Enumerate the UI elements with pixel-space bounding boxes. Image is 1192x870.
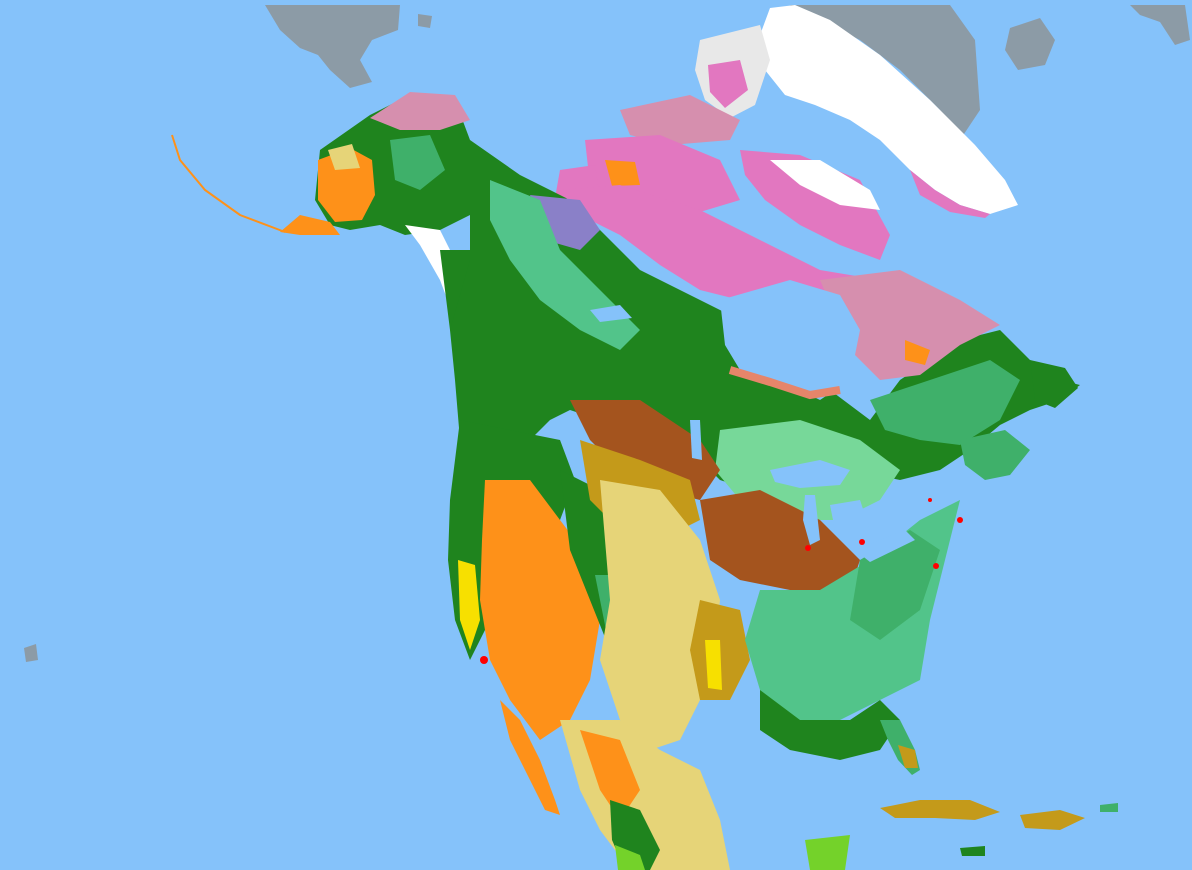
- lake-superior: [770, 460, 850, 488]
- hudson-bay-rim: [728, 366, 841, 400]
- puerto-rico: [1100, 803, 1118, 812]
- canada-tundra-pink-east: [820, 270, 1000, 380]
- no-data-siberia: [265, 5, 400, 88]
- lake-winnipeg: [690, 420, 702, 460]
- greenland-ice-sheet: [760, 5, 1018, 214]
- yucatan: [805, 835, 850, 870]
- florida-wetland: [898, 745, 918, 768]
- greenland-coast-margin: [910, 170, 990, 218]
- great-plains-grass: [600, 480, 720, 750]
- no-data-svalbard: [1130, 5, 1190, 45]
- arctic-island-victoria-shrub: [605, 160, 640, 186]
- no-data-siberia-islet: [418, 14, 432, 28]
- alaska-peninsula: [280, 215, 340, 235]
- jamaica: [960, 846, 985, 856]
- mexico-shrub: [580, 730, 640, 820]
- newfoundland: [1030, 360, 1078, 408]
- alaska-tundra-north: [370, 92, 470, 130]
- southeast-forest: [760, 690, 900, 760]
- canada-mixed-east: [870, 360, 1020, 445]
- great-slave-lake: [590, 305, 632, 322]
- urban-montreal: [928, 498, 932, 502]
- urban-chicago: [805, 545, 811, 551]
- no-data-greenland-east: [790, 5, 980, 140]
- texas-yellow: [705, 640, 722, 690]
- canada-transition-green: [490, 180, 640, 350]
- hudson-bay: [720, 280, 860, 400]
- alaska-mixed: [390, 135, 445, 190]
- urban-los-angeles: [480, 656, 488, 664]
- canada-shrub-lake-rim: [905, 340, 930, 365]
- urban-new-york: [933, 563, 939, 569]
- no-data-hawaii: [24, 644, 38, 662]
- arctic-island-ellesmere-tundra: [708, 60, 748, 108]
- baja-shrub: [500, 700, 560, 815]
- cuba: [880, 800, 1000, 820]
- urban-toronto: [859, 539, 865, 545]
- maritimes: [960, 430, 1030, 480]
- alaska-grass-west: [328, 144, 360, 170]
- california-grass: [458, 560, 480, 650]
- northern-plains-cropland: [570, 400, 720, 500]
- arctic-island-devon: [620, 95, 740, 145]
- hispaniola: [1020, 810, 1085, 830]
- urban-boston: [957, 517, 963, 523]
- tropical-south: [615, 845, 645, 870]
- alaska-shrub-west: [318, 148, 375, 222]
- arctic-island-baffin-ice: [770, 160, 880, 210]
- lake-michigan: [803, 495, 820, 545]
- arctic-island-baffin: [740, 150, 890, 260]
- no-data-iceland: [1005, 18, 1055, 70]
- lake-huron: [830, 500, 870, 545]
- lake-erie-ontario: [855, 530, 915, 562]
- aleutian-chain: [171, 134, 286, 233]
- corn-belt-cropland: [700, 490, 860, 590]
